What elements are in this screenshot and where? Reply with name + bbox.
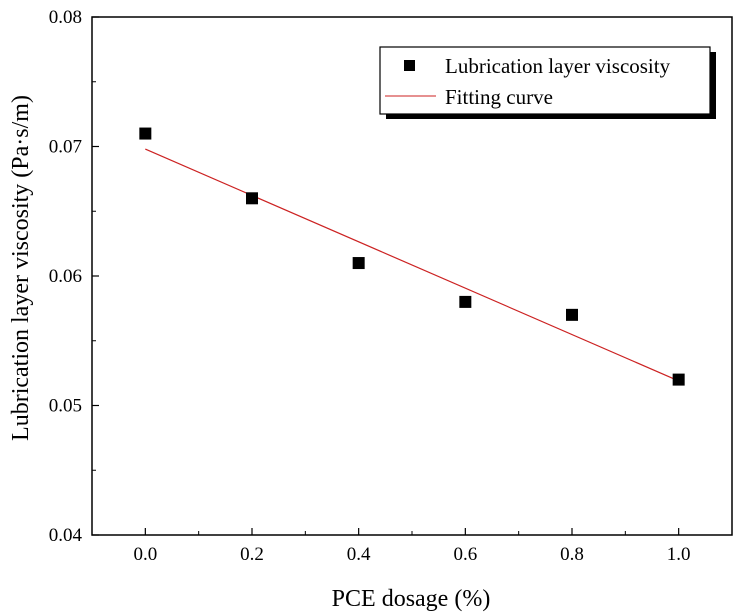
y-tick-label: 0.05 [49, 396, 82, 417]
x-tick-label: 0.0 [133, 544, 157, 565]
data-point [566, 308, 578, 321]
data-point [459, 295, 472, 308]
x-tick-label: 0.8 [560, 544, 584, 565]
y-axis-title: Lubrication layer viscosity (Pa·s/m) [8, 95, 34, 441]
y-tick-label: 0.06 [49, 266, 82, 287]
legend-box [379, 46, 711, 115]
legend-label-fitting: Fitting curve [445, 85, 553, 109]
data-point [352, 257, 365, 270]
fitting-curve-group [145, 148, 679, 382]
legend: Lubrication layer viscosity Fitting curv… [379, 46, 716, 119]
legend-marker-square [404, 60, 415, 71]
x-axis-title: PCE dosage (%) [332, 586, 491, 612]
axis-ticks: 0.0 0.2 0.4 0.6 0.8 1.0 0.04 0.05 0.06 0.07 0.08 [49, 7, 691, 565]
y-tick-label: 0.08 [49, 7, 82, 28]
data-point [672, 373, 685, 386]
x-tick-label: 1.0 [667, 544, 691, 565]
legend-label-viscosity: Lubrication layer viscosity [445, 54, 671, 78]
fitting-curve-line [145, 148, 679, 382]
y-tick-label: 0.04 [49, 525, 83, 546]
data-points-group [139, 127, 685, 386]
data-point [139, 127, 152, 140]
x-tick-label: 0.4 [347, 544, 371, 565]
x-tick-label: 0.2 [240, 544, 264, 565]
x-tick-label: 0.6 [453, 544, 477, 565]
data-point [246, 192, 258, 205]
y-tick-label: 0.07 [49, 137, 82, 158]
